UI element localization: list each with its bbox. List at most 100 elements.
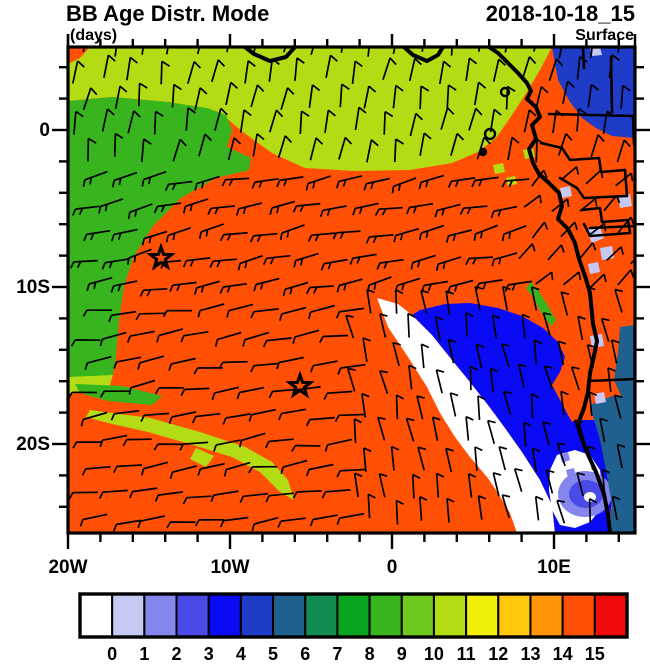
colorbar-tick-label: 3 (204, 644, 214, 664)
wind-barb (394, 288, 404, 314)
wind-barb (489, 367, 499, 393)
star-marker (146, 242, 176, 271)
wind-barb (227, 137, 242, 161)
wind-barb (250, 84, 265, 108)
wind-barb (420, 289, 429, 315)
border-path (587, 377, 635, 383)
wind-barb (576, 471, 586, 497)
wind-barb (409, 112, 423, 137)
map-region-age-14-corner (68, 47, 90, 64)
wind-barb (166, 521, 196, 529)
wind-barb (562, 80, 575, 104)
wind-barb (390, 445, 400, 471)
wind-barb (560, 165, 580, 181)
colorbar-cell (368, 593, 403, 638)
wind-barb (531, 221, 549, 239)
wind-barb (445, 229, 473, 243)
coastline-path (487, 47, 612, 533)
wind-barb (237, 254, 263, 271)
wind-barb (268, 58, 280, 82)
wind-barb (354, 106, 367, 131)
wind-barb (501, 285, 511, 311)
colorbar-cell (529, 593, 564, 638)
wind-barb (599, 417, 608, 443)
wind-barb (434, 203, 461, 218)
colorbar-cell (111, 593, 146, 638)
wind-barb (521, 313, 531, 339)
wind-barb (486, 419, 496, 445)
wind-barb (198, 223, 224, 239)
map-region-age-11-speck-b (493, 163, 505, 174)
wind-barb (615, 172, 634, 187)
wind-barb (223, 461, 251, 477)
wind-barb (449, 392, 459, 417)
wind-barb (169, 281, 197, 292)
wind-barb (262, 254, 291, 266)
colorbar-cell (400, 593, 435, 638)
wind-barb (473, 81, 487, 106)
map-region-age-9-southwest (75, 384, 162, 405)
wind-barb (551, 198, 570, 213)
wind-barb (447, 177, 476, 188)
wind-barb (307, 232, 336, 242)
wind-barb (280, 459, 308, 475)
wind-barb (378, 472, 388, 498)
wind-barb (610, 339, 620, 364)
wind-barb (362, 337, 371, 362)
colorbar-tick-label: 4 (236, 644, 246, 664)
wind-barb (408, 364, 417, 390)
colorbar-cell (207, 593, 242, 638)
lon-tick-label: 10E (537, 557, 571, 578)
wind-barb (154, 491, 184, 502)
wind-barb (391, 177, 417, 194)
wind-barb (113, 356, 142, 369)
wind-barb (617, 47, 620, 53)
wind-barb (545, 469, 555, 494)
wind-barb (320, 258, 348, 271)
wind-barb (309, 137, 324, 161)
units-label: (days) (70, 27, 118, 44)
wind-barb (393, 138, 404, 163)
wind-barb (221, 177, 250, 187)
wind-barb (162, 309, 192, 318)
wind-barb (79, 513, 108, 527)
wind-barb (535, 85, 549, 110)
coastline-path (402, 47, 445, 63)
wind-barb (616, 139, 631, 163)
map-frame (66, 45, 637, 535)
wind-barb (533, 339, 543, 365)
wind-barb (616, 443, 626, 469)
wind-barb (98, 198, 124, 214)
colorbar-cell (497, 593, 532, 638)
wind-barb (193, 367, 223, 375)
wind-barb (185, 107, 196, 131)
wind-barb (99, 434, 128, 448)
wind-barb (139, 287, 168, 297)
wind-barb (122, 438, 152, 447)
wind-barb (265, 492, 294, 503)
wind-barb (420, 343, 430, 369)
wind-barb (363, 177, 390, 191)
wind-barb (407, 312, 416, 338)
wind-barb (417, 446, 426, 471)
wind-barb (277, 517, 306, 528)
wind-barb (349, 253, 377, 265)
markers-layer (146, 242, 315, 399)
wind-barb (513, 467, 523, 492)
wind-barb (337, 363, 366, 375)
wind-barb (395, 499, 404, 525)
wind-barb (603, 194, 621, 212)
map-region-age-11-speck-d (463, 126, 474, 136)
wind-barb (276, 176, 304, 188)
wind-barb (336, 512, 365, 525)
colorbar-cell (561, 593, 596, 638)
wind-barb (543, 365, 554, 390)
wind-barb (474, 285, 484, 311)
wind-barb (338, 136, 353, 160)
wind-barb (113, 464, 142, 473)
wind-barb (602, 110, 615, 135)
wind-barb (73, 110, 84, 135)
wind-barb (268, 388, 298, 399)
wind-barb (588, 498, 598, 523)
wind-barb (160, 60, 171, 85)
